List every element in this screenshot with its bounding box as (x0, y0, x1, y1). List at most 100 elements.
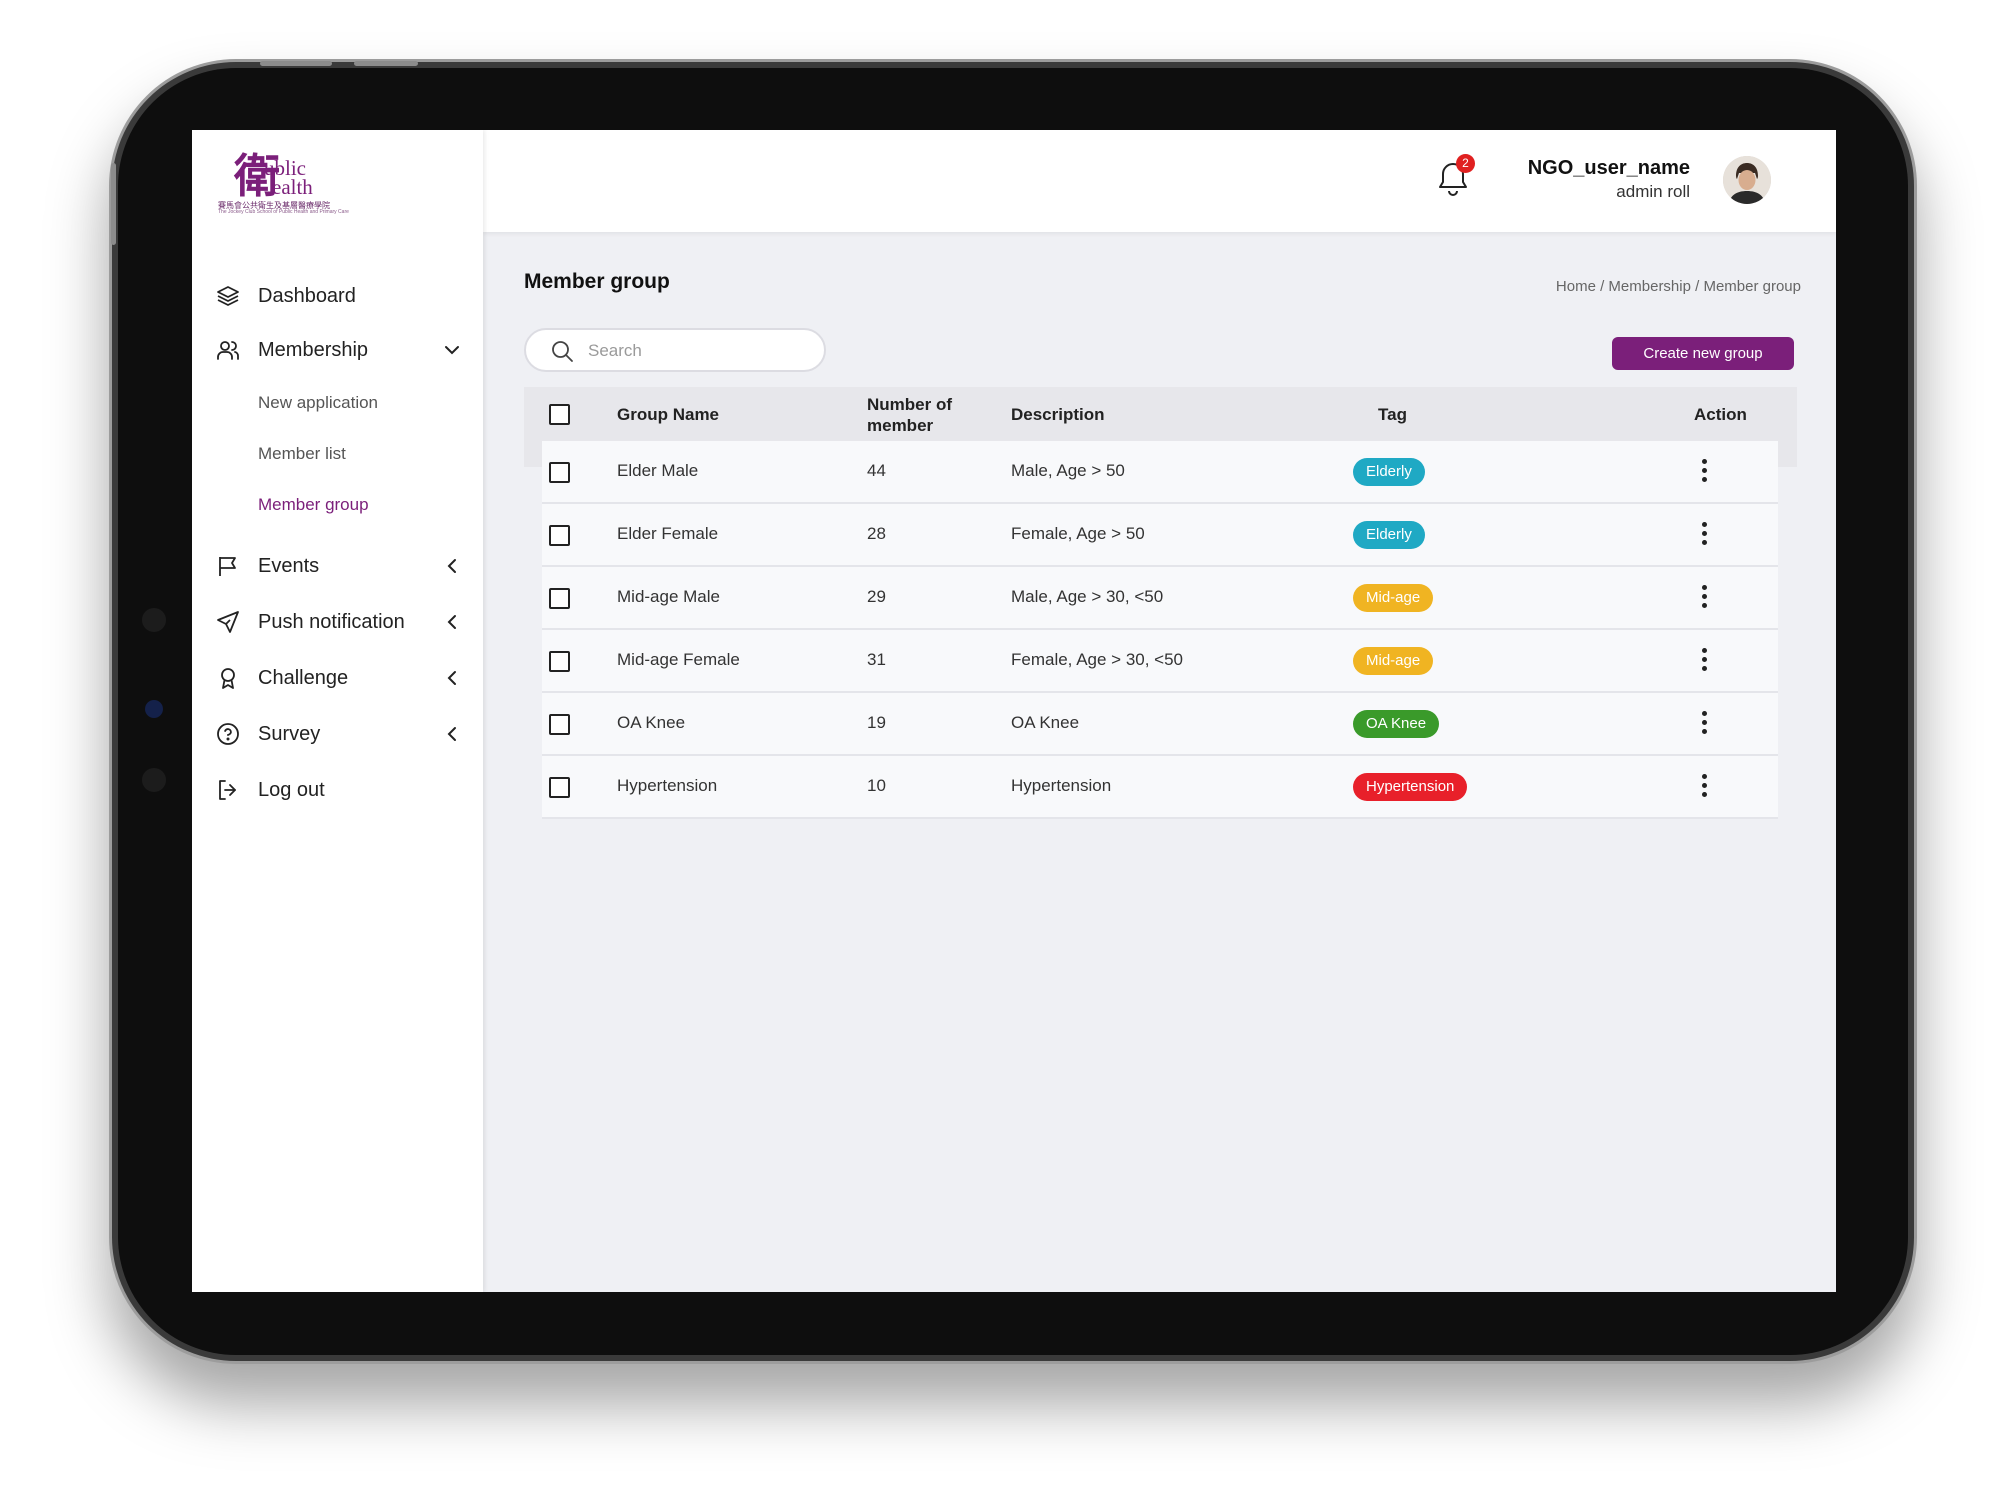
table-row[interactable]: Mid-age Male 29 Male, Age > 30, <50 Mid-… (542, 567, 1778, 630)
tag-badge: Hypertension (1353, 773, 1468, 801)
cell-group-name: Mid-age Female (617, 650, 740, 669)
user-role: admin roll (1616, 182, 1690, 201)
cell-description: OA Knee (1011, 713, 1080, 732)
cell-member-count: 10 (867, 776, 886, 795)
column-header-action: Action (1694, 405, 1747, 424)
chevron-down-icon[interactable] (443, 341, 461, 359)
more-actions-icon[interactable] (1699, 711, 1709, 737)
notification-badge: 2 (1456, 154, 1475, 173)
row-checkbox[interactable] (549, 651, 570, 672)
sidebar-item-label: Survey (258, 722, 321, 745)
search-input[interactable]: Search (524, 328, 826, 372)
sidebar-item-push-notification[interactable]: Push notification (192, 602, 483, 642)
sidebar-item-label: Dashboard (258, 284, 356, 307)
chevron-left-icon[interactable] (443, 557, 461, 575)
sidebar-item-events[interactable]: Events (192, 546, 483, 586)
breadcrumb[interactable]: Home / Membership / Member group (1555, 278, 1801, 295)
tag-badge: OA Knee (1353, 710, 1440, 738)
cell-group-name: Hypertension (617, 776, 718, 795)
more-actions-icon[interactable] (1699, 522, 1709, 548)
tag-badge: Elderly (1353, 521, 1425, 549)
sidebar-item-challenge[interactable]: Challenge (192, 658, 483, 698)
column-header-group-name: Group Name (617, 405, 720, 424)
cell-group-name: Elder Male (617, 461, 699, 480)
camera-icon (142, 608, 166, 632)
select-all-checkbox[interactable] (549, 404, 570, 425)
cell-group-name: OA Knee (617, 713, 686, 732)
table-row[interactable]: Hypertension 10 Hypertension Hypertensio… (542, 756, 1778, 819)
search-placeholder: Search (588, 341, 642, 360)
sidebar-subitem-member-list[interactable]: Member list (258, 444, 346, 463)
avatar[interactable] (1723, 156, 1771, 204)
table-row[interactable]: Mid-age Female 31 Female, Age > 30, <50 … (542, 630, 1778, 693)
table-row[interactable]: Elder Male 44 Male, Age > 50 Elderly (542, 441, 1778, 504)
log-out-icon (216, 778, 240, 802)
volume-button (260, 61, 332, 66)
cell-member-count: 29 (867, 587, 886, 606)
cell-member-count: 44 (867, 461, 886, 480)
sidebar-item-label: Log out (258, 778, 325, 801)
help-circle-icon (216, 722, 240, 746)
column-header-members-line2: member (867, 416, 934, 435)
chevron-left-icon[interactable] (443, 613, 461, 631)
award-icon (216, 666, 240, 690)
logo-subtitle: 賽馬會公共衛生及基層醫療學院 (218, 201, 330, 210)
sidebar-item-membership[interactable]: Membership (192, 330, 483, 370)
sidebar-item-dashboard[interactable]: Dashboard (192, 276, 483, 316)
cell-group-name: Mid-age Male (617, 587, 720, 606)
cell-member-count: 31 (867, 650, 886, 669)
column-header-tag: Tag (1378, 405, 1407, 424)
table-row[interactable]: OA Knee 19 OA Knee OA Knee (542, 693, 1778, 756)
layers-icon (216, 284, 240, 308)
camera-lens-icon (145, 700, 163, 718)
row-checkbox[interactable] (549, 777, 570, 798)
cell-group-name: Elder Female (617, 524, 719, 543)
send-icon (216, 610, 240, 634)
sidebar-subitem-new-application[interactable]: New application (258, 393, 379, 412)
sidebar-item-survey[interactable]: Survey (192, 714, 483, 754)
sidebar-item-label: Membership (258, 338, 369, 361)
more-actions-icon[interactable] (1699, 459, 1709, 485)
sidebar-item-log-out[interactable]: Log out (192, 770, 483, 810)
more-actions-icon[interactable] (1699, 648, 1709, 674)
cell-description: Hypertension (1011, 776, 1112, 795)
cell-description: Female, Age > 50 (1011, 524, 1145, 543)
column-header-description: Description (1011, 405, 1105, 424)
logo-subtitle-en: The Jockey Club School of Public Health … (218, 209, 349, 215)
row-checkbox[interactable] (549, 525, 570, 546)
top-bar: 2 NGO_user_name admin roll (483, 130, 1836, 232)
sidebar-subitem-member-group[interactable]: Member group (258, 495, 369, 514)
column-header-members: Number of (867, 395, 952, 414)
chevron-left-icon[interactable] (443, 725, 461, 743)
search-icon (550, 339, 574, 363)
sensor-icon (142, 768, 166, 792)
create-new-group-button[interactable]: Create new group (1612, 337, 1794, 370)
page-title: Member group (524, 270, 670, 293)
user-name: NGO_user_name (1527, 157, 1690, 179)
tag-badge: Elderly (1353, 458, 1425, 486)
cell-member-count: 19 (867, 713, 886, 732)
logo-line1: ublic (264, 156, 306, 180)
logo-glyph: 衛 (234, 149, 280, 203)
cell-description: Male, Age > 50 (1011, 461, 1125, 480)
sidebar-item-label: Events (258, 554, 320, 577)
row-checkbox[interactable] (549, 714, 570, 735)
sidebar-item-label: Challenge (258, 666, 349, 689)
row-checkbox[interactable] (549, 462, 570, 483)
cell-description: Male, Age > 30, <50 (1011, 587, 1164, 606)
cell-member-count: 28 (867, 524, 886, 543)
cell-description: Female, Age > 30, <50 (1011, 650, 1184, 669)
users-icon (216, 338, 240, 362)
row-checkbox[interactable] (549, 588, 570, 609)
tag-badge: Mid-age (1353, 584, 1434, 612)
logo-line2: ealth (272, 175, 313, 199)
table-row[interactable]: Elder Female 28 Female, Age > 50 Elderly (542, 504, 1778, 567)
more-actions-icon[interactable] (1699, 585, 1709, 611)
public-health-logo[interactable]: 衛 ublic ealth 賽馬會公共衛生及基層醫療學院 The Jockey … (218, 148, 349, 216)
app-screen: 衛 ublic ealth 賽馬會公共衛生及基層醫療學院 The Jockey … (192, 130, 1836, 1292)
tag-badge: Mid-age (1353, 647, 1434, 675)
side-button (111, 163, 116, 245)
flag-icon (216, 554, 240, 578)
chevron-left-icon[interactable] (443, 669, 461, 687)
more-actions-icon[interactable] (1699, 774, 1709, 800)
